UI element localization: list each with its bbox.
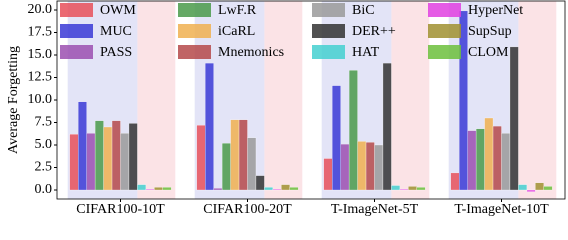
bar	[323, 158, 333, 191]
bar	[526, 189, 536, 192]
bar	[475, 128, 485, 191]
legend-label: SupSup	[468, 24, 512, 39]
legend-swatch	[60, 24, 93, 38]
bar	[94, 120, 104, 191]
bar	[103, 126, 113, 191]
legend-swatch	[428, 3, 461, 17]
bar	[281, 184, 290, 191]
bar	[128, 123, 138, 191]
legend-label: MUC	[100, 24, 132, 39]
y-tick-label: 7.5	[35, 115, 53, 130]
legend-swatch	[312, 24, 345, 38]
bar	[213, 188, 223, 191]
legend-label: DER++	[352, 24, 396, 39]
bar	[162, 187, 172, 191]
bg-band	[137, 1, 176, 199]
bar	[459, 10, 468, 191]
y-tick-label: 10.0	[28, 92, 53, 107]
bg-band	[391, 1, 430, 199]
bar	[450, 172, 460, 191]
bar	[332, 85, 341, 191]
legend-label: CLOM	[468, 45, 509, 60]
bar	[289, 187, 299, 191]
bar	[154, 187, 163, 191]
bar	[535, 182, 544, 191]
legend-label: OWM	[100, 3, 136, 18]
bar	[238, 119, 248, 191]
bar	[509, 46, 519, 191]
bar	[518, 184, 528, 191]
y-tick-label: 17.5	[28, 25, 53, 40]
bar	[272, 188, 282, 191]
bar	[467, 130, 477, 191]
bar	[255, 175, 265, 191]
legend-label: HyperNet	[468, 3, 523, 18]
legend-swatch	[60, 3, 93, 17]
bar	[120, 133, 130, 191]
legend-label: iCaRL	[218, 24, 255, 39]
y-tick-label: 20.0	[28, 2, 53, 17]
bar	[391, 185, 401, 191]
bar	[111, 120, 121, 191]
bar	[382, 62, 392, 191]
legend-swatch	[312, 3, 345, 17]
bar	[69, 134, 79, 191]
y-axis-label: Average Forgetting	[6, 46, 21, 154]
bg-band	[264, 1, 303, 199]
legend-swatch	[428, 24, 461, 38]
x-tick-label: T-ImageNet-5T	[331, 202, 419, 217]
legend-label: LwF.R	[218, 3, 257, 18]
x-tick-label: T-ImageNet-10T	[454, 202, 549, 217]
bar	[264, 187, 274, 191]
legend-swatch	[312, 45, 345, 59]
bar	[196, 125, 206, 191]
bar	[365, 142, 375, 191]
legend-swatch	[178, 24, 211, 38]
y-tick-label: 12.5	[28, 70, 53, 85]
bar	[416, 187, 426, 191]
legend-swatch	[428, 45, 461, 59]
bar	[340, 143, 350, 191]
legend-label: PASS	[100, 45, 132, 60]
legend-label: BiC	[352, 3, 375, 18]
bar	[145, 188, 155, 191]
bar	[408, 186, 417, 191]
legend-label: Mnemonics	[218, 45, 284, 60]
bar	[484, 117, 494, 191]
bar	[543, 186, 553, 191]
legend-swatch	[178, 45, 211, 59]
bar	[374, 144, 384, 191]
bar	[492, 125, 502, 191]
bar	[221, 143, 231, 191]
bar	[86, 133, 96, 191]
bar	[357, 141, 367, 191]
bar	[501, 133, 511, 191]
bar	[78, 101, 87, 191]
bar	[205, 62, 214, 191]
bar	[399, 188, 409, 191]
bar	[137, 184, 147, 191]
y-tick-label: 15.0	[28, 47, 53, 62]
y-tick-label: 2.5	[35, 160, 53, 175]
legend-label: HAT	[352, 45, 380, 60]
bg-band	[518, 1, 557, 199]
y-tick-label: 5.0	[35, 137, 53, 152]
chart: Average Forgetting 0.0 2.5 5.0 7.5 10.0 12.5 1…	[6, 0, 566, 217]
bar	[247, 137, 257, 191]
page: {"chart_data": {"type": "bar", "y_label"…	[6, 0, 566, 218]
legend-swatch	[178, 3, 211, 17]
y-tick-label: 0.0	[35, 182, 53, 197]
x-tick-label: CIFAR100-10T	[76, 202, 165, 217]
bar	[230, 119, 240, 191]
bar	[348, 70, 358, 191]
legend-swatch	[60, 45, 93, 59]
x-tick-label: CIFAR100-20T	[203, 202, 292, 217]
